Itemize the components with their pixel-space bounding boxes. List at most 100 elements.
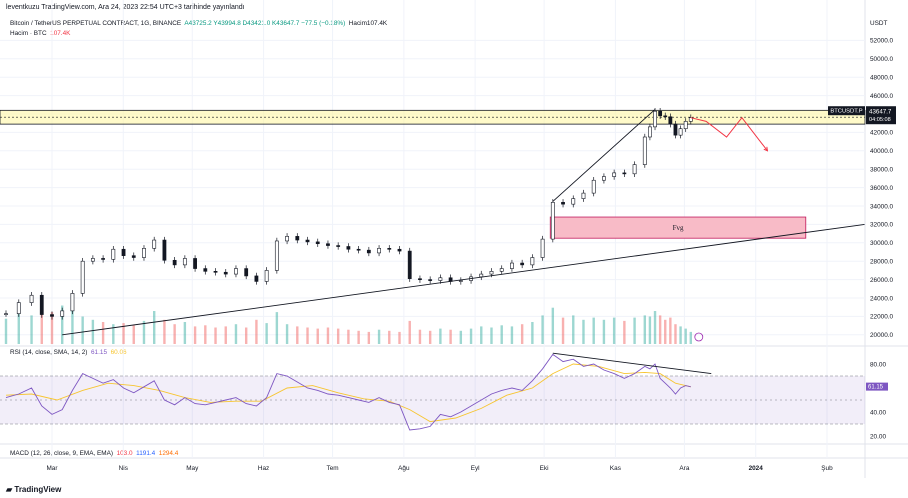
- candle-body: [489, 271, 494, 275]
- candle-body: [591, 179, 596, 194]
- candle-body: [264, 270, 269, 282]
- candle-body: [678, 128, 683, 136]
- volume-bar: [112, 324, 115, 344]
- volume-bar: [469, 328, 473, 344]
- attribution-text: leventkuzu TradingView.com, Ara 24, 2023…: [6, 4, 245, 11]
- volume-bar: [674, 324, 677, 344]
- volume-bar: [183, 322, 187, 344]
- candle-body: [274, 240, 279, 271]
- symbol-name: Bitcoin / TetherUS PERPETUAL CONTRACT, 1…: [10, 20, 182, 27]
- volume-bar: [163, 319, 166, 344]
- candle-body: [418, 278, 422, 280]
- price-tick-label: 46000.0: [870, 93, 894, 100]
- symbol-legend: Bitcoin / TetherUS PERPETUAL CONTRACT, 1…: [10, 20, 387, 27]
- rsi-value-box: [866, 382, 888, 391]
- price-tick-label: 20000.0: [870, 332, 894, 339]
- volume-bar: [658, 315, 662, 344]
- volume-bar: [490, 327, 493, 344]
- volume-bar: [275, 312, 279, 344]
- volume-bar: [204, 325, 207, 344]
- candle-body: [131, 255, 136, 258]
- candle-body: [356, 248, 361, 251]
- candle-body: [622, 172, 627, 175]
- volume-bar: [408, 320, 411, 344]
- rsi-trendline: [552, 352, 712, 375]
- volume-legend-label: Hacim · BTC: [10, 30, 47, 37]
- volume-bar: [285, 324, 289, 344]
- candle-body: [602, 176, 606, 181]
- candle-body: [101, 258, 105, 260]
- volume-bar: [193, 326, 197, 344]
- time-tick-label: Ağu: [398, 465, 410, 472]
- price-tick-label: 34000.0: [870, 203, 894, 210]
- volume-bar: [459, 330, 463, 344]
- candle-body: [653, 110, 657, 128]
- volume-bar: [418, 329, 422, 344]
- tradingview-logo-icon: ▰: [6, 485, 15, 494]
- candle-body: [285, 236, 289, 242]
- candle-body: [162, 239, 167, 261]
- event-marker-icon: [694, 332, 704, 342]
- price-tick-label: 36000.0: [870, 185, 894, 192]
- macd-hist-value: 103.0: [116, 450, 133, 457]
- time-tick-label: May: [186, 465, 199, 472]
- channel-line: [552, 109, 656, 202]
- price-tick-label: 24000.0: [870, 295, 894, 302]
- drawing-lines: [62, 109, 865, 342]
- macd-legend: MACD (12, 26, close, 9, EMA, EMA) 103.0 …: [10, 450, 178, 457]
- volume-bar: [449, 329, 452, 344]
- volume-bar: [664, 319, 667, 344]
- candle-body: [668, 116, 673, 125]
- time-tick-label: Tem: [327, 465, 339, 472]
- volume-bar: [296, 326, 299, 344]
- time-tick-label: Şub: [821, 465, 833, 472]
- volume-bar: [91, 319, 95, 344]
- volume-bar: [234, 324, 238, 344]
- rsi-tick-label: 80.00: [870, 361, 886, 368]
- price-tick-label: 52000.0: [870, 38, 894, 45]
- price-tick-label: 38000.0: [870, 167, 894, 174]
- time-tick-label: Eyl: [471, 465, 480, 472]
- volume-bar: [679, 326, 682, 344]
- volume-bar: [50, 312, 54, 344]
- candle-body: [4, 313, 8, 315]
- price-axis[interactable]: 20000.0 22000.0 24000.0 26000.0 28000.0 30000…: [828, 38, 896, 339]
- volume-bar: [316, 328, 319, 344]
- candle-body: [540, 238, 545, 258]
- volume-bar: [306, 327, 309, 344]
- volume-bar: [265, 323, 268, 344]
- rsi-ma-line: [5, 363, 691, 423]
- candle-body: [510, 262, 514, 269]
- time-tick-label: Nis: [119, 465, 128, 472]
- volume-bar: [684, 328, 687, 344]
- volume-bar: [214, 327, 217, 344]
- candle-body: [60, 310, 65, 317]
- tradingview-logo[interactable]: ▰ TradingView: [6, 485, 61, 494]
- time-axis[interactable]: Mar Nis May Haz Tem Ağu Eyl Eki Kas Ara 2024 Şub: [46, 465, 833, 472]
- candle-body: [366, 249, 371, 254]
- projection-arrowhead: [763, 146, 769, 152]
- volume-bar: [255, 319, 258, 344]
- candle-body: [499, 268, 504, 272]
- volume-bar: [173, 324, 176, 344]
- ohlc-values: A43725.2 Y43994.8 D43421.0 K43647.7 −77.…: [184, 20, 346, 27]
- volume-bar: [592, 317, 595, 344]
- volume-bar: [643, 315, 647, 344]
- rsi-tick-label: 40.00: [870, 409, 886, 416]
- symbol-tag-box: [828, 106, 865, 116]
- volume-bar: [602, 319, 606, 344]
- volume-bar: [153, 311, 156, 344]
- time-tick-label: Haz: [258, 465, 269, 472]
- volume-inline: Hacim107.4K: [348, 20, 388, 27]
- candle-body: [530, 257, 535, 266]
- price-tick-label: 32000.0: [870, 222, 894, 229]
- candle-body: [244, 268, 249, 277]
- candle-body: [407, 250, 412, 279]
- candle-body: [80, 260, 85, 294]
- volume-bar: [428, 330, 432, 344]
- candle-body: [203, 268, 208, 272]
- time-tick-label: Kas: [610, 465, 621, 472]
- price-tick-label: 22000.0: [870, 314, 894, 321]
- rsi-axis-value: 61.15: [868, 385, 884, 391]
